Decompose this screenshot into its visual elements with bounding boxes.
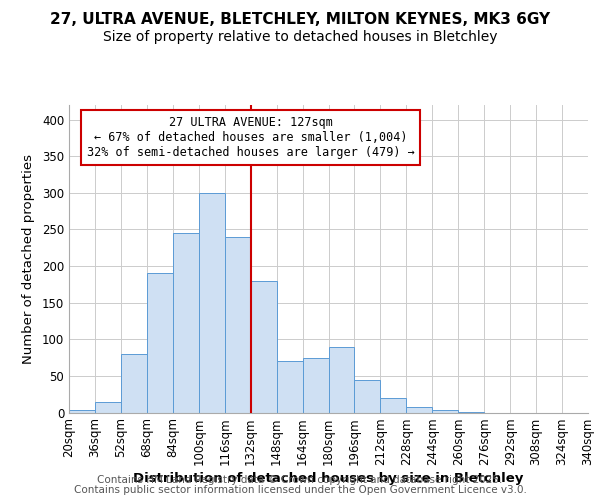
Bar <box>69 410 95 412</box>
Text: Contains public sector information licensed under the Open Government Licence v3: Contains public sector information licen… <box>74 485 526 495</box>
Bar <box>199 193 225 412</box>
Text: Contains HM Land Registry data © Crown copyright and database right 2025.: Contains HM Land Registry data © Crown c… <box>97 475 503 485</box>
Bar <box>302 358 329 412</box>
Text: Size of property relative to detached houses in Bletchley: Size of property relative to detached ho… <box>103 30 497 44</box>
Text: 27 ULTRA AVENUE: 127sqm
← 67% of detached houses are smaller (1,004)
32% of semi: 27 ULTRA AVENUE: 127sqm ← 67% of detache… <box>87 116 415 159</box>
X-axis label: Distribution of detached houses by size in Bletchley: Distribution of detached houses by size … <box>133 472 524 485</box>
Bar <box>121 354 147 412</box>
Bar <box>329 346 355 412</box>
Bar <box>380 398 406 412</box>
Bar <box>251 280 277 412</box>
Bar <box>147 274 173 412</box>
Bar <box>277 361 302 412</box>
Bar <box>406 406 432 412</box>
Bar <box>173 233 199 412</box>
Y-axis label: Number of detached properties: Number of detached properties <box>22 154 35 364</box>
Bar <box>355 380 380 412</box>
Bar <box>433 410 458 412</box>
Bar <box>95 402 121 412</box>
Text: 27, ULTRA AVENUE, BLETCHLEY, MILTON KEYNES, MK3 6GY: 27, ULTRA AVENUE, BLETCHLEY, MILTON KEYN… <box>50 12 550 28</box>
Bar <box>225 237 251 412</box>
